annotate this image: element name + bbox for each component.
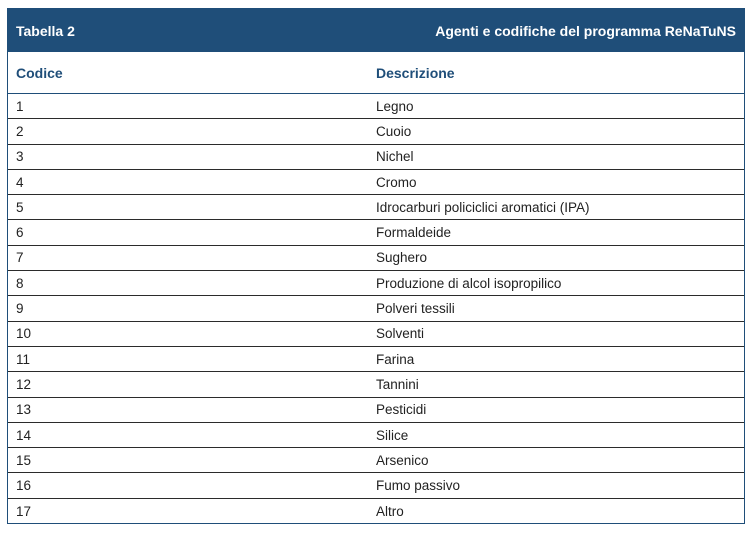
table-row: 8 Produzione di alcol isopropilico (8, 271, 744, 297)
cell-code: 5 (16, 199, 24, 215)
table-row: 17 Altro (8, 499, 744, 524)
table-row: 9 Polveri tessili (8, 296, 744, 322)
cell-description: Formaldeide (376, 225, 452, 241)
column-header-code: Codice (16, 64, 63, 81)
cell-description: Produzione di alcol isopropilico (376, 275, 562, 291)
cell-code: 11 (16, 351, 31, 367)
cell-code: 13 (16, 402, 32, 418)
table-row: 11 Farina (8, 347, 744, 373)
table-title-bar: Tabella 2 Agenti e codifiche del program… (8, 9, 744, 52)
table-row: 1 Legno (8, 94, 744, 120)
cell-description: Idrocarburi policiclici aromatici (IPA) (376, 199, 590, 215)
cell-description: Polveri tessili (376, 301, 455, 317)
cell-description: Nichel (376, 149, 414, 165)
table-row: 4 Cromo (8, 170, 744, 196)
cell-code: 3 (16, 149, 24, 165)
cell-description: Sughero (376, 250, 428, 266)
table-row: 6 Formaldeide (8, 220, 744, 246)
table-label: Tabella 2 (16, 22, 75, 39)
cell-code: 14 (16, 427, 32, 443)
cell-description: Cuoio (376, 123, 412, 139)
table-row: 5 Idrocarburi policiclici aromatici (IPA) (8, 195, 744, 221)
cell-description: Legno (376, 98, 414, 114)
table-row: 3 Nichel (8, 145, 744, 170)
cell-code: 16 (16, 478, 32, 494)
cell-description: Farina (376, 351, 415, 367)
table-row: 13 Pesticidi (8, 398, 744, 423)
table-row: 2 Cuoio (8, 119, 744, 145)
agents-table: Tabella 2 Agenti e codifiche del program… (7, 8, 745, 524)
table-row: 10 Solventi (8, 322, 744, 347)
cell-code: 17 (16, 503, 32, 519)
cell-code: 4 (16, 174, 24, 190)
table-row: 12 Tannini (8, 372, 744, 398)
cell-code: 8 (16, 275, 24, 291)
cell-code: 6 (16, 225, 24, 241)
cell-code: 12 (16, 376, 32, 392)
table-body: 1 Legno 2 Cuoio 3 Nichel 4 Cromo 5 Idrocarburi po… (8, 94, 744, 524)
column-header-description: Descrizione (376, 64, 455, 81)
cell-description: Altro (376, 503, 404, 519)
cell-description: Cromo (376, 174, 417, 190)
cell-description: Pesticidi (376, 402, 427, 418)
cell-description: Solventi (376, 326, 425, 342)
cell-code: 10 (16, 326, 32, 342)
table-row: 14 Silice (8, 423, 744, 449)
table-title: Agenti e codifiche del programma ReNaTuN… (435, 22, 736, 39)
cell-description: Fumo passivo (376, 478, 461, 494)
cell-code: 15 (16, 452, 32, 468)
table-header-row: Codice Descrizione (8, 52, 744, 94)
cell-description: Tannini (376, 376, 419, 392)
cell-description: Silice (376, 427, 409, 443)
cell-code: 1 (16, 98, 24, 114)
table-row: 15 Arsenico (8, 448, 744, 474)
table-row: 16 Fumo passivo (8, 473, 744, 499)
cell-code: 2 (16, 123, 24, 139)
cell-description: Arsenico (376, 452, 429, 468)
cell-code: 7 (16, 250, 24, 266)
table-row: 7 Sughero (8, 246, 744, 272)
cell-code: 9 (16, 301, 24, 317)
